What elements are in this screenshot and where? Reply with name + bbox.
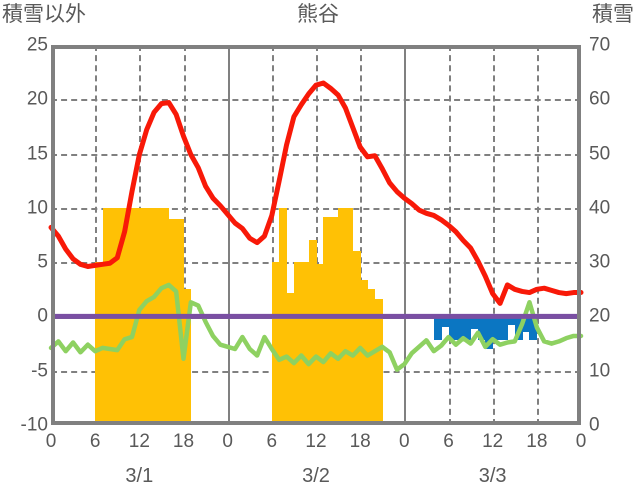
day-label: 3/1 [125,465,154,487]
bar-降雪 [448,316,457,341]
y-tick-left: 0 [37,305,48,327]
line-気温 [48,80,584,306]
x-tick: 6 [89,431,101,452]
day-label: 3/3 [478,465,507,487]
y-tick-left: 25 [26,34,48,56]
y-tick-left: 10 [26,197,48,219]
bar-日照時間 [95,262,104,425]
bar-降雪 [485,316,494,349]
bar-降雪 [522,316,531,332]
x-tick: 6 [443,431,454,452]
bar-降雪 [463,316,472,341]
gridline-v [404,45,407,425]
y-tick-right: 20 [589,305,611,327]
gridline-v [183,45,186,425]
y-tick-left: 20 [26,88,48,110]
x-tick: 0 [399,431,410,452]
y-tick-right: 30 [589,251,611,273]
bar-日照時間 [293,262,302,425]
bar-日照時間 [323,216,332,425]
bar-降雪 [507,316,516,326]
bar-日照時間 [367,289,376,425]
plot-area [48,45,584,425]
x-tick: 0 [222,431,233,452]
y-tick-left: 15 [26,143,48,165]
bar-日照時間 [308,240,317,425]
left-axis-caption: 積雪以外 [2,3,86,26]
bar-日照時間 [301,262,310,425]
x-tick: 12 [128,431,150,452]
bar-日照時間 [330,216,339,425]
gridline-v [492,45,495,425]
bar-降雪 [433,316,442,341]
y-tick-right: 70 [589,34,611,56]
line-series-layer [48,80,584,372]
bar-降雪 [500,316,508,341]
bar-降雪 [529,316,538,341]
y-tick-right: 60 [589,88,611,110]
gridline-v [227,45,230,425]
x-tick: 18 [349,431,371,452]
x-tick: 0 [45,431,57,452]
right-axis-caption: 積雪 [592,3,634,26]
bar-日照時間 [374,299,383,425]
y-tick-right: 0 [589,414,600,436]
gridline-v [316,45,318,425]
x-tick: 18 [526,431,548,452]
gridline-v [95,45,98,425]
bar-日照時間 [271,262,280,425]
bar-日照時間 [316,264,324,425]
x-tick: 6 [266,431,278,452]
bar-日照時間 [168,218,177,425]
bar-降雪 [470,316,479,330]
bar-降雪 [492,316,501,341]
y-tick-right: 40 [589,197,611,219]
gridline-v [271,45,274,425]
bar-降雪 [455,316,464,341]
y-tick-right: 10 [589,360,611,382]
bar-降雪 [477,316,486,341]
gridline-v [448,45,451,425]
x-tick: 0 [575,431,587,452]
gridline-v [536,45,539,425]
y-tick-left: 5 [37,251,48,273]
line-風速 [48,282,584,372]
bar-日照時間 [352,251,361,425]
y-tick-left: -10 [20,414,48,436]
gridline-v [360,45,363,425]
x-tick: 12 [482,431,504,452]
bar-日照時間 [183,289,192,425]
bar-降雪 [441,316,450,328]
y-tick-left: -5 [31,360,48,382]
chart-title: 熊谷 [297,3,339,26]
day-label: 3/2 [302,465,330,487]
x-tick: 12 [305,431,327,452]
y-tick-right: 50 [589,143,611,165]
x-tick: 18 [172,431,195,452]
